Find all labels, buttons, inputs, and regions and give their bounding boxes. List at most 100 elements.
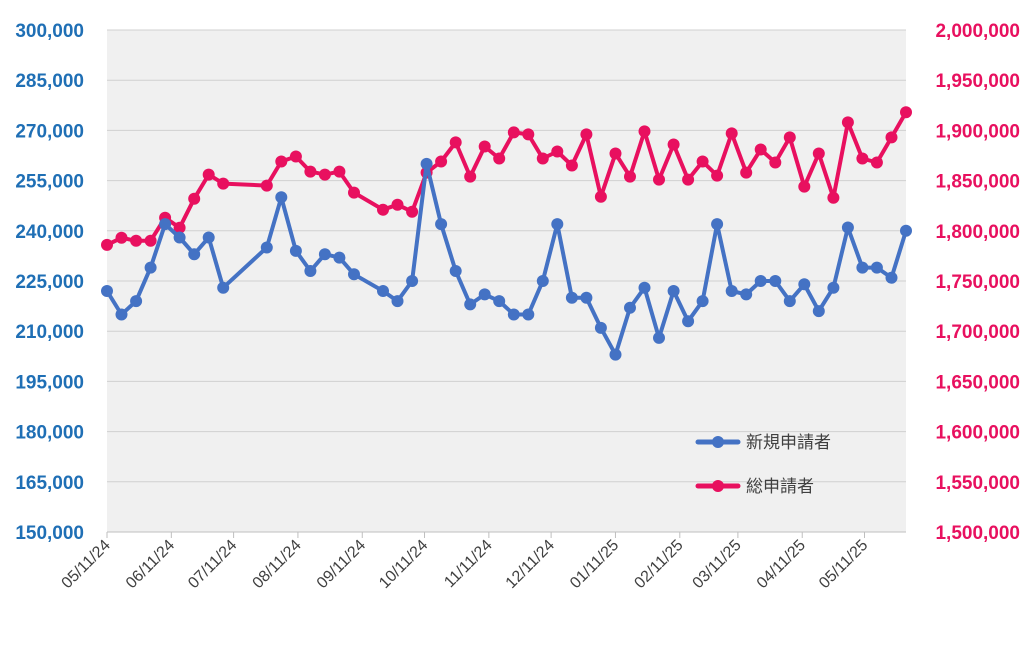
left-tick-label: 195,000: [15, 372, 84, 393]
data-point: [725, 127, 738, 140]
x-tick-label: 02/11/25: [631, 537, 686, 592]
data-point: [783, 295, 796, 308]
left-tick-label: 225,000: [15, 272, 84, 293]
data-point: [870, 156, 883, 169]
legend-swatch-marker: [712, 436, 724, 448]
gridlines: [107, 29, 906, 533]
x-tick-label: 06/11/24: [123, 537, 178, 592]
data-point: [624, 301, 636, 314]
legend-item-total-applicants: 総申請者: [695, 477, 814, 497]
data-point: [769, 156, 782, 169]
legend-swatch-marker: [712, 480, 724, 492]
right-tick-label: 1,800,000: [935, 222, 1020, 243]
data-point: [202, 231, 215, 244]
series: [101, 106, 912, 361]
data-point: [638, 125, 651, 138]
x-tick-label: 10/11/24: [376, 537, 431, 592]
data-point: [609, 147, 622, 160]
data-point: [667, 285, 680, 297]
data-point: [333, 251, 346, 264]
data-point: [130, 295, 143, 308]
data-point: [711, 218, 724, 231]
data-point: [798, 180, 811, 193]
left-tick-label: 285,000: [15, 71, 84, 92]
series-total-applicants: [101, 106, 912, 251]
data-point: [217, 177, 230, 190]
left-y-axis: 150,000 165,000 180,000 195,000 210,000 225,0…: [15, 21, 84, 544]
data-point: [682, 173, 695, 186]
data-point: [696, 155, 709, 168]
right-tick-label: 1,550,000: [935, 473, 1020, 494]
x-tick-label: 11/11/24: [441, 537, 495, 591]
data-point: [435, 218, 448, 231]
x-axis: 05/11/24 06/11/24 07/11/24 08/11/24 09/11/24…: [59, 531, 906, 592]
data-point: [507, 126, 520, 139]
data-point: [289, 150, 302, 163]
data-point: [115, 308, 128, 321]
data-point: [115, 231, 128, 244]
data-point: [202, 168, 215, 181]
data-point: [275, 191, 288, 204]
data-point: [653, 331, 665, 344]
right-tick-label: 2,000,000: [935, 21, 1020, 42]
data-point: [406, 205, 419, 218]
data-point: [435, 155, 448, 168]
data-point: [101, 285, 113, 297]
data-point: [260, 241, 273, 254]
data-point: [609, 348, 622, 361]
data-point: [348, 186, 360, 199]
series-new-applicants: [101, 157, 912, 361]
x-tick-label: 04/11/25: [754, 537, 809, 592]
left-tick-label: 210,000: [15, 322, 84, 343]
left-tick-label: 270,000: [15, 121, 84, 142]
data-point: [318, 168, 331, 181]
data-point: [478, 288, 491, 301]
data-point: [682, 315, 695, 328]
data-point: [580, 128, 593, 141]
data-point: [130, 234, 143, 247]
data-point: [900, 224, 912, 237]
data-point: [333, 165, 346, 178]
x-tick-label: 05/11/25: [816, 537, 871, 592]
data-point: [377, 285, 389, 297]
legend-label: 総申請者: [746, 477, 814, 497]
data-point: [406, 275, 419, 287]
right-tick-label: 1,750,000: [935, 272, 1020, 293]
data-point: [798, 278, 811, 291]
data-point: [391, 295, 404, 308]
data-point: [217, 281, 230, 294]
data-point: [478, 140, 491, 153]
left-tick-label: 180,000: [15, 423, 84, 444]
right-tick-label: 1,900,000: [935, 121, 1020, 142]
right-y-axis: 1,500,000 1,550,000 1,600,000 1,650,000 1,70…: [935, 21, 1020, 544]
data-point: [754, 143, 767, 156]
x-tick-label: 05/11/24: [59, 537, 114, 592]
data-point: [507, 308, 520, 321]
data-point: [275, 155, 288, 168]
x-tick-label: 12/11/24: [503, 537, 558, 592]
data-point: [900, 106, 912, 119]
data-point: [536, 152, 549, 165]
data-point: [565, 291, 578, 304]
data-point: [841, 116, 854, 129]
data-point: [144, 261, 157, 274]
data-point: [348, 268, 360, 281]
left-tick-label: 240,000: [15, 222, 84, 243]
data-point: [260, 179, 273, 192]
right-tick-label: 1,500,000: [935, 523, 1020, 544]
data-point: [653, 173, 665, 186]
data-point: [173, 231, 186, 244]
data-point: [783, 131, 796, 144]
x-tick-label: 08/11/24: [250, 537, 305, 592]
data-point: [769, 275, 782, 287]
data-point: [885, 271, 898, 284]
data-point: [812, 147, 825, 160]
data-point: [101, 238, 113, 251]
data-point: [594, 321, 607, 334]
x-tick-label: 03/11/25: [690, 537, 745, 592]
data-point: [318, 248, 331, 261]
data-point: [173, 221, 186, 234]
data-point: [464, 170, 477, 183]
